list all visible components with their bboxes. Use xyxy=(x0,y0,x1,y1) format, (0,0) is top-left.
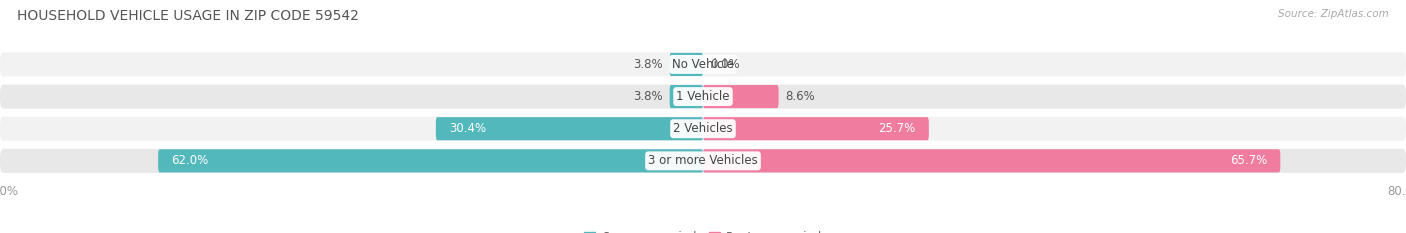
Text: No Vehicle: No Vehicle xyxy=(672,58,734,71)
FancyBboxPatch shape xyxy=(0,85,1406,109)
Text: 1 Vehicle: 1 Vehicle xyxy=(676,90,730,103)
Text: 25.7%: 25.7% xyxy=(879,122,915,135)
Text: 65.7%: 65.7% xyxy=(1230,154,1267,167)
Text: HOUSEHOLD VEHICLE USAGE IN ZIP CODE 59542: HOUSEHOLD VEHICLE USAGE IN ZIP CODE 5954… xyxy=(17,9,359,23)
Text: 2 Vehicles: 2 Vehicles xyxy=(673,122,733,135)
FancyBboxPatch shape xyxy=(0,52,1406,76)
FancyBboxPatch shape xyxy=(703,85,779,108)
Text: 30.4%: 30.4% xyxy=(449,122,486,135)
FancyBboxPatch shape xyxy=(159,149,703,172)
FancyBboxPatch shape xyxy=(703,117,929,140)
Text: 0.0%: 0.0% xyxy=(710,58,740,71)
FancyBboxPatch shape xyxy=(0,117,1406,141)
Text: 3 or more Vehicles: 3 or more Vehicles xyxy=(648,154,758,167)
FancyBboxPatch shape xyxy=(669,53,703,76)
Text: 3.8%: 3.8% xyxy=(633,58,662,71)
Text: Source: ZipAtlas.com: Source: ZipAtlas.com xyxy=(1278,9,1389,19)
Legend: Owner-occupied, Renter-occupied: Owner-occupied, Renter-occupied xyxy=(579,226,827,233)
FancyBboxPatch shape xyxy=(703,149,1281,172)
Text: 62.0%: 62.0% xyxy=(172,154,208,167)
Text: 8.6%: 8.6% xyxy=(786,90,815,103)
Text: 3.8%: 3.8% xyxy=(633,90,662,103)
FancyBboxPatch shape xyxy=(669,85,703,108)
FancyBboxPatch shape xyxy=(436,117,703,140)
FancyBboxPatch shape xyxy=(0,149,1406,173)
